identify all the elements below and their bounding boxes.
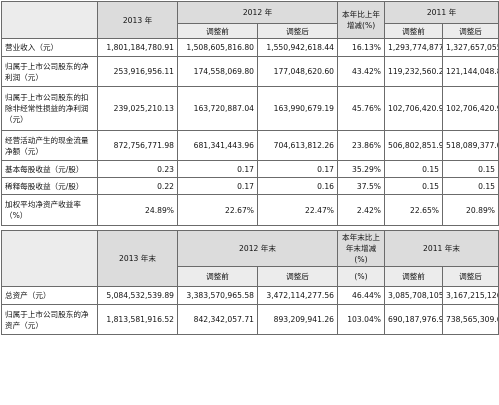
cell-2012-before: 3,383,570,965.58 <box>177 286 258 305</box>
cell-2012-before: 1,508,605,816.80 <box>177 38 258 57</box>
cell-2013: 1,801,184,780.91 <box>97 38 178 57</box>
cell-2013: 872,756,771.98 <box>97 130 178 161</box>
cell-2011-after: 3,167,215,126.91 <box>442 286 499 305</box>
row-label: 归属于上市公司股东的净利润（元） <box>1 56 98 87</box>
cell-2011-before: 690,187,976.91 <box>384 304 443 335</box>
cell-2011-before: 0.15 <box>384 160 443 178</box>
cell-2011-before: 119,232,560.20 <box>384 56 443 87</box>
table-row: 归属于上市公司股东的净利润（元） 253,916,956.11 174,558,… <box>1 56 499 87</box>
cell-2012-before: 174,558,069.80 <box>177 56 258 87</box>
top-header-blank <box>1 1 98 39</box>
cell-2012-after: 704,613,812.26 <box>257 130 338 161</box>
top-header-2011-before: 调整前 <box>384 23 443 39</box>
row-label: 营业收入（元） <box>1 38 98 57</box>
bottom-header-blank <box>1 230 98 287</box>
cell-2012-before: 0.17 <box>177 177 258 195</box>
row-label: 归属于上市公司股东的扣除非经常性损益的净利润（元） <box>1 86 98 131</box>
row-label: 归属于上市公司股东的净资产（元） <box>1 304 98 335</box>
cell-change: 16.13% <box>337 38 385 57</box>
cell-2012-after: 177,048,620.60 <box>257 56 338 87</box>
cell-2013: 24.89% <box>97 194 178 226</box>
cell-2012-after: 0.16 <box>257 177 338 195</box>
top-header-2012-before: 调整前 <box>177 23 258 39</box>
row-label: 基本每股收益（元/股） <box>1 160 98 178</box>
table-row: 加权平均净资产收益率（%） 24.89% 22.67% 22.47% 2.42%… <box>1 194 499 226</box>
financial-table: 2013 年 2012 年 本年比上年增减(%) 2011 年 调整前 调整后 … <box>1 1 499 335</box>
bottom-header-2011-before: 调整前 <box>384 266 443 287</box>
cell-2013: 1,813,581,916.52 <box>97 304 178 335</box>
top-header-2012: 2012 年 <box>177 1 338 24</box>
table-row: 营业收入（元） 1,801,184,780.91 1,508,605,816.8… <box>1 38 499 57</box>
row-label: 总资产（元） <box>1 286 98 305</box>
bottom-header-change: 本年末比上年末增减(%) <box>337 230 385 267</box>
table-row: 归属于上市公司股东的净资产（元） 1,813,581,916.52 842,34… <box>1 304 499 335</box>
cell-2011-before: 1,293,774,877.45 <box>384 38 443 57</box>
bottom-header-2011: 2011 年末 <box>384 230 499 267</box>
cell-2011-before: 3,085,708,105.13 <box>384 286 443 305</box>
cell-change: 37.5% <box>337 177 385 195</box>
cell-2012-before: 163,720,887.04 <box>177 86 258 131</box>
cell-2013: 0.23 <box>97 160 178 178</box>
cell-2011-after: 0.15 <box>442 177 499 195</box>
bottom-header-row-2: 调整前 调整后 (%) 调整前 调整后 <box>2 266 499 287</box>
cell-2011-after: 20.89% <box>442 194 499 226</box>
cell-2012-before: 0.17 <box>177 160 258 178</box>
cell-2013: 239,025,210.13 <box>97 86 178 131</box>
cell-2011-after: 0.15 <box>442 160 499 178</box>
bottom-header-2012-before: 调整前 <box>177 266 258 287</box>
cell-2012-after: 1,550,942,618.44 <box>257 38 338 57</box>
cell-2012-after: 3,472,114,277.56 <box>257 286 338 305</box>
cell-change: 45.76% <box>337 86 385 131</box>
cell-2011-after: 102,706,420.90 <box>442 86 499 131</box>
cell-2011-after: 1,327,657,055.07 <box>442 38 499 57</box>
bottom-header-row-1: 2013 年末 2012 年末 本年末比上年末增减(%) 2011 年末 <box>1 230 499 287</box>
top-header-change: 本年比上年增减(%) <box>337 1 385 39</box>
top-header-2012-after: 调整后 <box>257 23 338 39</box>
cell-2012-before: 22.67% <box>177 194 258 226</box>
bottom-header-change-unit: (%) <box>337 266 385 287</box>
top-header-row-1: 2013 年 2012 年 本年比上年增减(%) 2011 年 <box>1 1 499 39</box>
table-row: 基本每股收益（元/股） 0.23 0.17 0.17 35.29% 0.15 0… <box>1 160 499 178</box>
cell-2012-before: 842,342,057.71 <box>177 304 258 335</box>
cell-change: 2.42% <box>337 194 385 226</box>
bottom-header-2011-after: 调整后 <box>442 266 499 287</box>
cell-2011-after: 738,565,309.66 <box>442 304 499 335</box>
row-label: 加权平均净资产收益率（%） <box>1 194 98 226</box>
cell-change: 35.29% <box>337 160 385 178</box>
cell-2011-after: 518,089,377.05 <box>442 130 499 161</box>
cell-2011-before: 22.65% <box>384 194 443 226</box>
cell-2012-before: 681,341,443.96 <box>177 130 258 161</box>
cell-2011-before: 506,802,851.95 <box>384 130 443 161</box>
cell-2012-after: 163,990,679.19 <box>257 86 338 131</box>
bottom-header-2012: 2012 年末 <box>177 230 338 267</box>
cell-change: 23.86% <box>337 130 385 161</box>
cell-2012-after: 22.47% <box>257 194 338 226</box>
table-row: 经营活动产生的现金流量净额（元） 872,756,771.98 681,341,… <box>1 130 499 161</box>
cell-2011-after: 121,144,048.86 <box>442 56 499 87</box>
table-row: 稀释每股收益（元/股） 0.22 0.17 0.16 37.5% 0.15 0.… <box>1 177 499 195</box>
bottom-header-2012-after: 调整后 <box>257 266 338 287</box>
cell-change: 46.44% <box>337 286 385 305</box>
cell-change: 103.04% <box>337 304 385 335</box>
table-row: 归属于上市公司股东的扣除非经常性损益的净利润（元） 239,025,210.13… <box>1 86 499 131</box>
bottom-header-2013: 2013 年末 <box>97 230 178 287</box>
top-header-2011: 2011 年 <box>384 1 499 24</box>
top-header-2013: 2013 年 <box>97 1 178 39</box>
cell-2013: 5,084,532,539.89 <box>97 286 178 305</box>
top-header-2011-after: 调整后 <box>442 23 499 39</box>
cell-2011-before: 102,706,420.90 <box>384 86 443 131</box>
row-label: 稀释每股收益（元/股） <box>1 177 98 195</box>
cell-2012-after: 0.17 <box>257 160 338 178</box>
financial-summary: 2013 年 2012 年 本年比上年增减(%) 2011 年 调整前 调整后 … <box>1 1 499 335</box>
cell-2011-before: 0.15 <box>384 177 443 195</box>
cell-2013: 0.22 <box>97 177 178 195</box>
cell-2013: 253,916,956.11 <box>97 56 178 87</box>
cell-change: 43.42% <box>337 56 385 87</box>
cell-2012-after: 893,209,941.26 <box>257 304 338 335</box>
table-row: 总资产（元） 5,084,532,539.89 3,383,570,965.58… <box>1 286 499 305</box>
row-label: 经营活动产生的现金流量净额（元） <box>1 130 98 161</box>
